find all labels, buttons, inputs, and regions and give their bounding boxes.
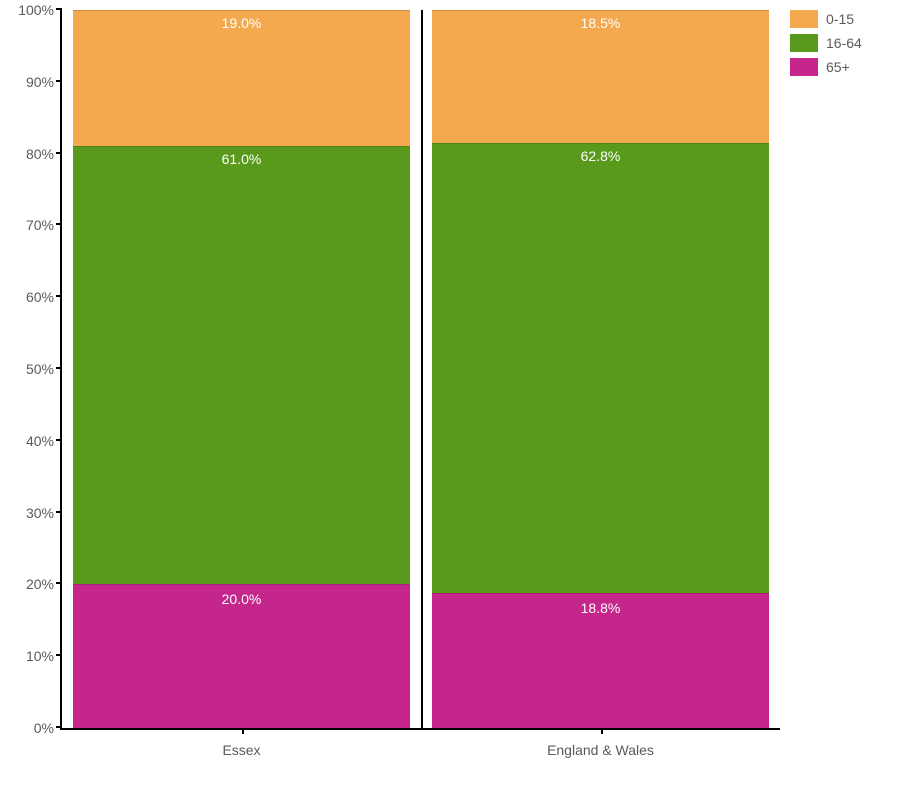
bar-divider [421, 10, 423, 728]
y-tick [56, 511, 62, 513]
legend-swatch [790, 34, 818, 52]
y-tick [56, 726, 62, 728]
stacked-bar-chart: 0% 10% 20% 30% 40% 50% 60% 70% 80% 90% 1… [60, 10, 780, 730]
legend-swatch [790, 58, 818, 76]
y-tick [56, 295, 62, 297]
y-axis-label: 10% [26, 648, 54, 664]
y-tick [56, 654, 62, 656]
y-tick [56, 152, 62, 154]
y-axis-label: 30% [26, 505, 54, 521]
segment-65plus: 20.0% [73, 584, 410, 728]
x-tick [242, 728, 244, 734]
y-axis-label: 100% [18, 2, 54, 18]
legend-label: 65+ [826, 59, 850, 75]
segment-65plus: 18.8% [432, 593, 769, 728]
y-axis-label: 90% [26, 74, 54, 90]
legend-swatch [790, 10, 818, 28]
y-axis-label: 50% [26, 361, 54, 377]
x-axis-label: England & Wales [547, 742, 654, 758]
segment-label: 19.0% [222, 15, 262, 31]
legend-label: 16-64 [826, 35, 862, 51]
x-tick [601, 728, 603, 734]
legend-label: 0-15 [826, 11, 854, 27]
y-axis-label: 40% [26, 433, 54, 449]
segment-label: 18.5% [581, 15, 621, 31]
segment-16-64: 61.0% [73, 146, 410, 584]
y-axis-label: 80% [26, 146, 54, 162]
y-axis-label: 60% [26, 289, 54, 305]
y-axis-label: 20% [26, 576, 54, 592]
segment-0-15: 18.5% [432, 10, 769, 143]
legend-item: 0-15 [790, 10, 862, 28]
y-tick [56, 223, 62, 225]
legend-item: 65+ [790, 58, 862, 76]
bar-column-essex: 20.0% 61.0% 19.0% [73, 10, 410, 728]
segment-label: 18.8% [581, 600, 621, 616]
y-tick [56, 367, 62, 369]
segment-label: 20.0% [222, 591, 262, 607]
legend: 0-15 16-64 65+ [790, 10, 862, 82]
bar-column-england-wales: 18.8% 62.8% 18.5% [432, 10, 769, 728]
y-tick [56, 439, 62, 441]
y-tick [56, 80, 62, 82]
segment-label: 62.8% [581, 148, 621, 164]
x-axis-label: Essex [222, 742, 260, 758]
y-axis-label: 70% [26, 217, 54, 233]
segment-label: 61.0% [222, 151, 262, 167]
segment-16-64: 62.8% [432, 143, 769, 593]
legend-item: 16-64 [790, 34, 862, 52]
y-tick [56, 582, 62, 584]
y-tick [56, 8, 62, 10]
segment-0-15: 19.0% [73, 10, 410, 146]
y-axis-label: 0% [34, 720, 54, 736]
